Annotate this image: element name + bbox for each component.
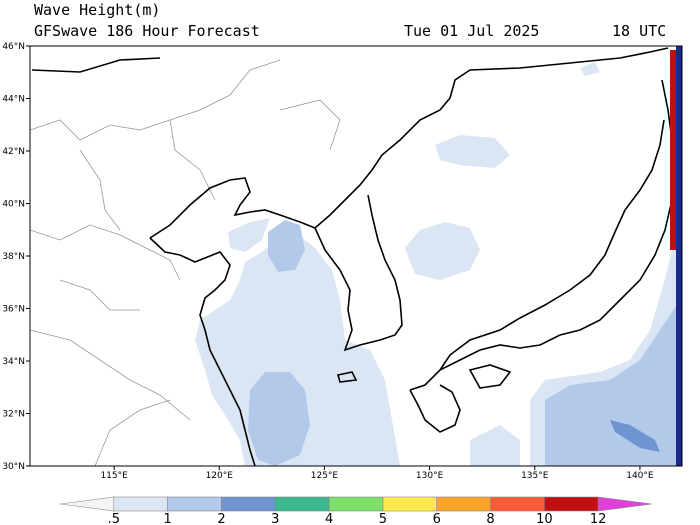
lon-tick-label: 115°E xyxy=(100,471,128,481)
colorbar-label: 1 xyxy=(163,512,171,525)
lon-tick-label: 135°E xyxy=(521,471,549,481)
colorbar-segment xyxy=(113,496,168,512)
colorbar-label: 4 xyxy=(325,512,333,525)
lon-tick-label: 130°E xyxy=(416,471,444,481)
lat-tick-label: 46°N xyxy=(2,42,25,52)
colorbar-segment xyxy=(382,496,438,512)
colorbar-segment xyxy=(490,496,545,512)
colorbar-label: 3 xyxy=(271,512,279,525)
right-edge-band xyxy=(676,46,682,466)
forecast-time: 18 UTC xyxy=(612,22,667,40)
colorbar-segment xyxy=(597,496,653,512)
colorbar-label: 12 xyxy=(590,512,607,525)
lon-tick-label: 125°E xyxy=(311,471,339,481)
colorbar-segment xyxy=(544,496,599,512)
political-boundaries xyxy=(29,59,341,467)
colorbar-label: 8 xyxy=(486,512,494,525)
colorbar-segment xyxy=(328,496,384,512)
forecast-date: Tue 01 Jul 2025 xyxy=(404,22,540,40)
colorbar: .5 1 2 3 4 5 6 8 10 12 xyxy=(59,496,653,525)
lat-tick-label: 44°N xyxy=(2,95,25,105)
colorbar-segment xyxy=(167,496,222,512)
high-wave-edge xyxy=(670,50,676,250)
colorbar-label: 6 xyxy=(433,512,441,525)
colorbar-label: 10 xyxy=(536,512,553,525)
lat-tick-label: 34°N xyxy=(2,357,25,367)
colorbar-segment xyxy=(221,496,276,512)
map-title: Wave Height(m) xyxy=(34,1,161,19)
lat-tick-label: 40°N xyxy=(2,200,25,210)
lat-tick-label: 42°N xyxy=(2,147,25,157)
colorbar-segment xyxy=(274,496,330,512)
colorbar-segment xyxy=(59,496,115,512)
lat-tick-label: 36°N xyxy=(2,305,25,315)
lat-tick-label: 32°N xyxy=(2,410,25,420)
lon-tick-label: 120°E xyxy=(206,471,234,481)
colorbar-label: .5 xyxy=(108,512,120,525)
wave-shading-strong xyxy=(248,220,680,466)
colorbar-label: 2 xyxy=(217,512,225,525)
model-label: GFSwave 186 Hour Forecast xyxy=(34,22,260,40)
lon-tick-label: 140°E xyxy=(626,471,654,481)
axis-ticks: 115°E 120°E 125°E 130°E 135°E 140°E 30°N 32°N 34… xyxy=(2,42,654,481)
colorbar-label: 5 xyxy=(379,512,387,525)
lat-tick-label: 30°N xyxy=(2,462,25,472)
lat-tick-label: 38°N xyxy=(2,252,25,262)
colorbar-segment xyxy=(436,496,491,512)
